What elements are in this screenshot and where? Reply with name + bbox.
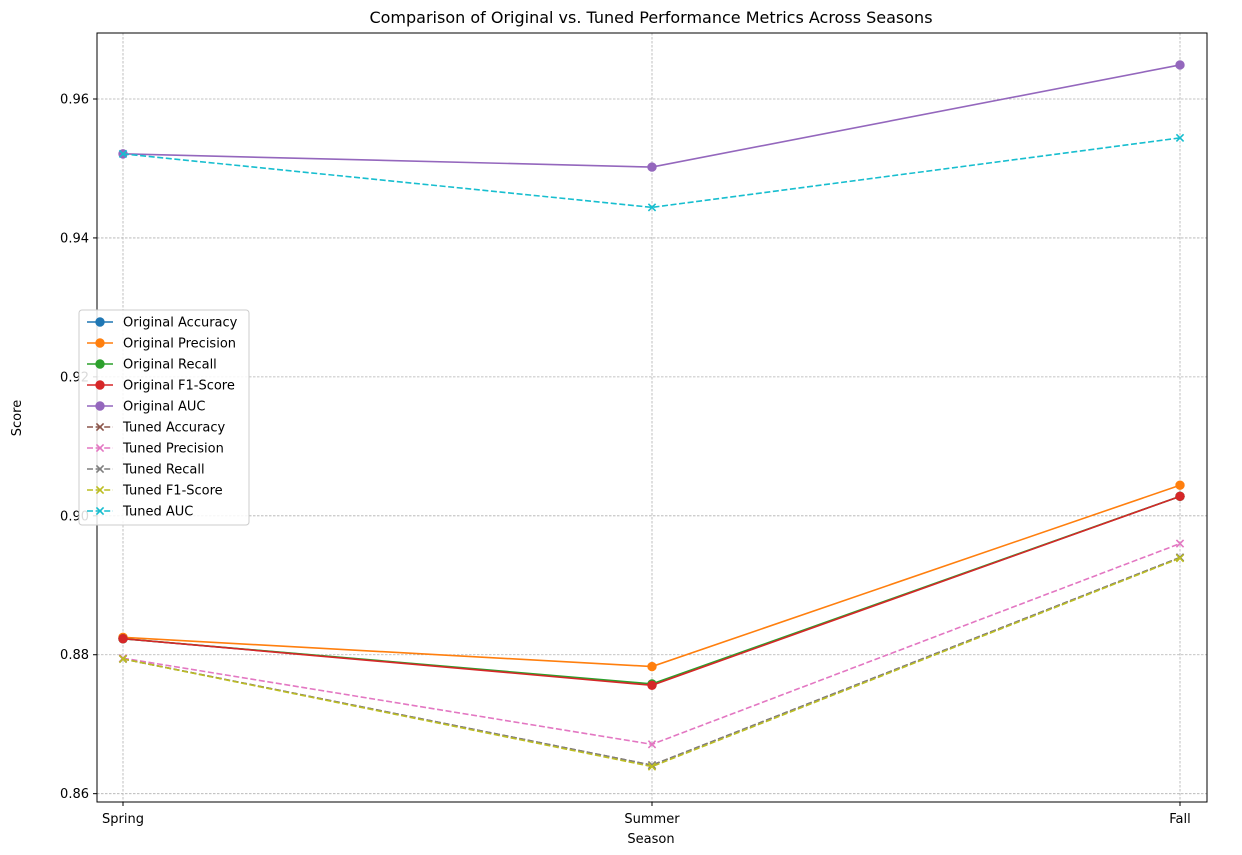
legend-box xyxy=(78,309,250,526)
data-point xyxy=(118,149,128,159)
series-tuned-precision xyxy=(118,539,1185,749)
y-tick-label: 0.96 xyxy=(60,92,89,107)
grid xyxy=(97,33,1207,802)
data-point xyxy=(647,740,657,749)
series-line xyxy=(122,495,1181,685)
series-original-precision xyxy=(118,480,1185,672)
legend-label: Original F1-Score xyxy=(123,379,235,394)
legend-label: Tuned Recall xyxy=(122,463,205,478)
legend-label: Tuned F1-Score xyxy=(122,484,223,499)
series-line xyxy=(122,495,1181,687)
legend-label: Original AUC xyxy=(123,400,206,415)
data-point xyxy=(1175,133,1185,143)
series-line xyxy=(122,556,1181,767)
series-tuned-auc xyxy=(118,133,1185,212)
data-point xyxy=(647,680,657,690)
legend-item: Original Precision xyxy=(87,337,236,352)
legend-item: Tuned F1-Score xyxy=(87,484,223,499)
data-point xyxy=(1175,539,1185,548)
data-point xyxy=(1175,491,1185,502)
data-point xyxy=(647,762,657,771)
data-point xyxy=(95,443,105,453)
legend-label: Tuned Precision xyxy=(122,442,224,457)
legend: Original Accuracy Original Precision Origi… xyxy=(78,309,250,526)
x-tick-label: Fall xyxy=(1169,812,1190,827)
y-tick-label: 0.88 xyxy=(60,648,89,663)
legend-item: Original F1-Score xyxy=(87,379,235,394)
series-line xyxy=(122,556,1181,767)
series-line xyxy=(122,484,1181,668)
legend-label: Tuned Accuracy xyxy=(122,421,225,436)
x-axis-label: Season xyxy=(627,832,674,847)
data-point xyxy=(118,634,128,644)
legend-label: Original Recall xyxy=(123,358,217,373)
series-original-auc xyxy=(118,60,1185,172)
data-point xyxy=(95,401,105,411)
legend-item: Original AUC xyxy=(87,400,206,415)
data-point xyxy=(647,761,657,770)
data-point xyxy=(1175,554,1185,563)
y-axis-label: Score xyxy=(10,400,25,436)
x-tick-label: Spring xyxy=(102,812,144,827)
data-point xyxy=(95,422,105,432)
legend-label: Original Accuracy xyxy=(123,316,238,331)
data-point xyxy=(95,485,105,495)
data-point xyxy=(95,317,105,327)
data-point xyxy=(1175,480,1185,490)
y-tick-label: 0.94 xyxy=(60,231,89,246)
series-tuned-recall xyxy=(118,553,1185,770)
data-point xyxy=(95,464,105,474)
data-point xyxy=(95,338,105,348)
data-point xyxy=(118,654,128,664)
legend-item: Tuned AUC xyxy=(87,505,193,520)
data-point xyxy=(647,203,657,212)
x-tick-label: Summer xyxy=(624,812,680,827)
data-point xyxy=(95,380,105,390)
data-point xyxy=(95,506,105,516)
legend-item: Original Recall xyxy=(87,358,217,373)
data-point xyxy=(647,661,657,672)
series-tuned-f1-score xyxy=(118,554,1185,771)
series-line xyxy=(122,64,1181,168)
legend-label: Tuned AUC xyxy=(122,505,193,520)
data-point xyxy=(1175,60,1185,70)
legend-label: Original Precision xyxy=(123,337,236,352)
y-tick-label: 0.86 xyxy=(60,787,89,802)
legend-item: Original Accuracy xyxy=(87,316,238,331)
series-original-accuracy xyxy=(118,491,1185,690)
chart-title: Comparison of Original vs. Tuned Perform… xyxy=(369,8,932,27)
legend-item: Tuned Accuracy xyxy=(87,421,225,436)
series-line xyxy=(122,495,1181,686)
series-line xyxy=(122,137,1181,209)
legend-item: Tuned Precision xyxy=(87,442,224,457)
data-point xyxy=(95,359,105,369)
series-original-f1-score xyxy=(118,491,1185,690)
series-original-recall xyxy=(118,491,1185,689)
series-layer xyxy=(118,60,1185,771)
data-point xyxy=(647,162,657,172)
series-line xyxy=(122,542,1181,746)
legend-item: Tuned Recall xyxy=(87,463,205,478)
series-tuned-accuracy xyxy=(118,553,1185,770)
